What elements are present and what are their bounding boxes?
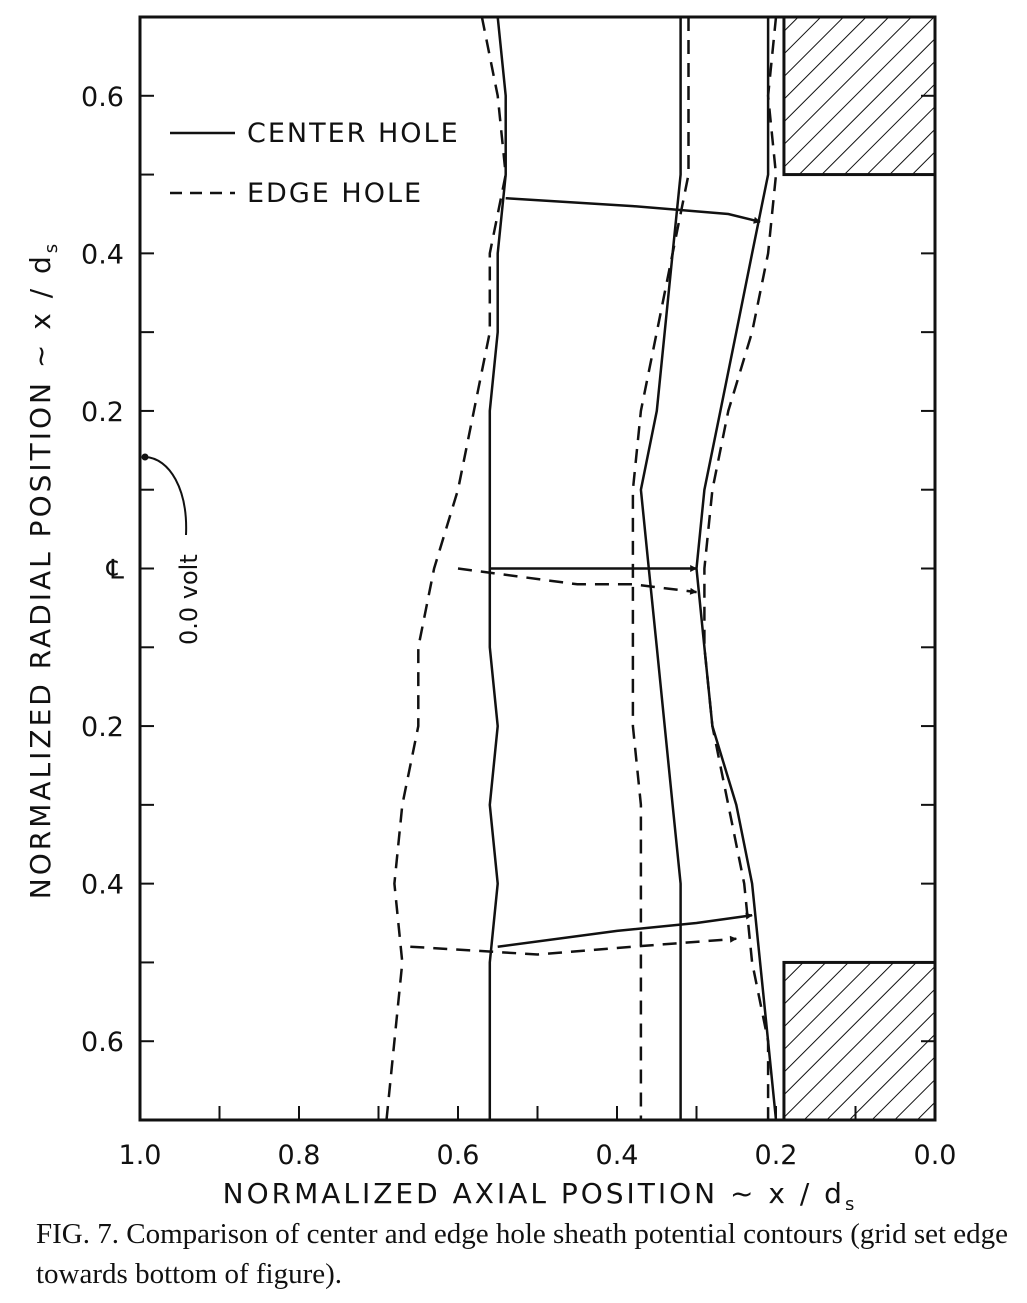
grid-plate-1 [782,15,937,177]
contour-line-solid-3 [695,17,778,1121]
y-tick-label: 0.2 [81,397,124,428]
y-tick-label: 0.6 [81,82,124,113]
annotation-zero-volt: 0.0 volt [141,453,203,645]
contour-line-dashed-6 [703,16,778,1120]
y-tick-label: 0.6 [81,1027,124,1058]
x-tick-label: 0.8 [278,1140,321,1171]
trajectory-arrow-solid-1 [505,196,761,224]
trajectory-arrow-dashed-5 [410,935,737,956]
trajectory-arrow-solid-4 [497,912,753,948]
y-tick-label: 0.2 [81,712,124,743]
y-axis-ticks: 0.6 0.4 0.2 ℄ 0.2 0.4 0.6 [81,16,935,1121]
x-axis-label: NORMALIZED AXIAL POSITION ~ x / ds [223,1177,858,1210]
x-tick-label: 0.0 [914,1140,957,1171]
legend-label-center-hole: CENTER HOLE [247,118,460,149]
x-tick-label: 0.4 [596,1140,639,1171]
grid-plates [782,15,937,1122]
chart-figure: 1.0 0.8 0.6 0.4 0.2 0.0 0.6 0.4 0.2 ℄ 0.2 0.4 0.6 C… [24,15,957,1210]
figure-caption: FIG. 7. Comparison of center and edge ho… [36,1218,1009,1290]
legend-label-edge-hole: EDGE HOLE [247,178,423,209]
contour-line-dashed-4 [385,16,507,1121]
x-axis-ticks: 1.0 0.8 0.6 0.4 0.2 0.0 [119,1106,957,1171]
grid-plate-2 [782,960,937,1122]
y-tick-label: 0.4 [81,239,124,270]
x-tick-label: 0.6 [437,1140,480,1171]
y-axis-label: NORMALIZED RADIAL POSITION ~ x / ds [24,241,62,899]
x-tick-label: 0.2 [755,1140,798,1171]
annotation-label: 0.0 volt [175,554,203,645]
trajectory-arrow-dashed-3 [457,567,698,595]
y-tick-label: 0.4 [81,870,124,901]
y-tick-label: ℄ [106,555,125,586]
trajectory-arrows [410,196,761,956]
annotation-leader-line [144,456,188,536]
legend: CENTER HOLE EDGE HOLE [170,118,460,209]
annotation-dot [141,453,149,461]
x-tick-label: 1.0 [119,1140,162,1171]
